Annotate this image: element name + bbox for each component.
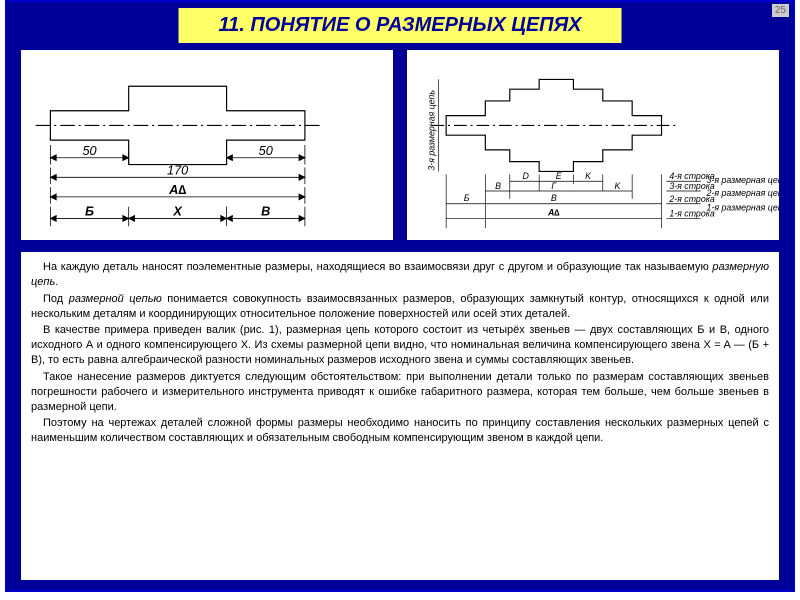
slide-title: 11. ПОНЯТИЕ О РАЗМЕРНЫХ ЦЕПЯХ xyxy=(179,8,622,43)
svg-text:Г: Г xyxy=(551,181,557,191)
svg-text:3-я размерная цепь: 3-я размерная цепь xyxy=(426,90,436,171)
figure-1-svg: 50 50 170 A∆ Б X В xyxy=(21,50,393,240)
svg-text:A∆: A∆ xyxy=(168,182,186,197)
svg-text:E: E xyxy=(556,171,562,181)
body-text: На каждую деталь наносят поэлементные ра… xyxy=(21,252,779,580)
svg-text:Б: Б xyxy=(464,193,470,203)
svg-text:K: K xyxy=(615,181,622,191)
svg-text:В: В xyxy=(261,203,270,218)
svg-text:1-я размерная цепь: 1-я размерная цепь xyxy=(707,203,779,213)
para-1: На каждую деталь наносят поэлементные ра… xyxy=(31,260,769,290)
svg-text:Б: Б xyxy=(85,203,94,218)
para-4: Такое нанесение размеров диктуется следу… xyxy=(31,370,769,415)
svg-text:B: B xyxy=(551,193,557,203)
svg-text:D: D xyxy=(523,171,530,181)
para-2: Под размерной цепью понимается совокупно… xyxy=(31,292,769,322)
svg-text:A∆: A∆ xyxy=(547,207,560,217)
svg-text:3-я размерная цепь: 3-я размерная цепь xyxy=(707,175,779,185)
page-number: 25 xyxy=(772,4,789,17)
svg-text:50: 50 xyxy=(259,143,273,158)
svg-text:50: 50 xyxy=(82,143,96,158)
para-5: Поэтому на чертежах деталей сложной форм… xyxy=(31,416,769,446)
svg-text:X: X xyxy=(172,203,183,218)
para-3: В качестве примера приведен валик (рис. … xyxy=(31,323,769,368)
figure-2-svg: D E K B Г K Б B A∆ 4-я строка 3-я строка… xyxy=(407,50,779,240)
figure-1: 50 50 170 A∆ Б X В xyxy=(21,50,393,240)
svg-text:B: B xyxy=(495,181,501,191)
figures-row: 50 50 170 A∆ Б X В xyxy=(21,50,779,240)
svg-text:K: K xyxy=(585,171,592,181)
figure-2: D E K B Г K Б B A∆ 4-я строка 3-я строка… xyxy=(407,50,779,240)
svg-text:170: 170 xyxy=(167,162,188,177)
svg-text:2-я размерная цепь: 2-я размерная цепь xyxy=(706,188,779,198)
